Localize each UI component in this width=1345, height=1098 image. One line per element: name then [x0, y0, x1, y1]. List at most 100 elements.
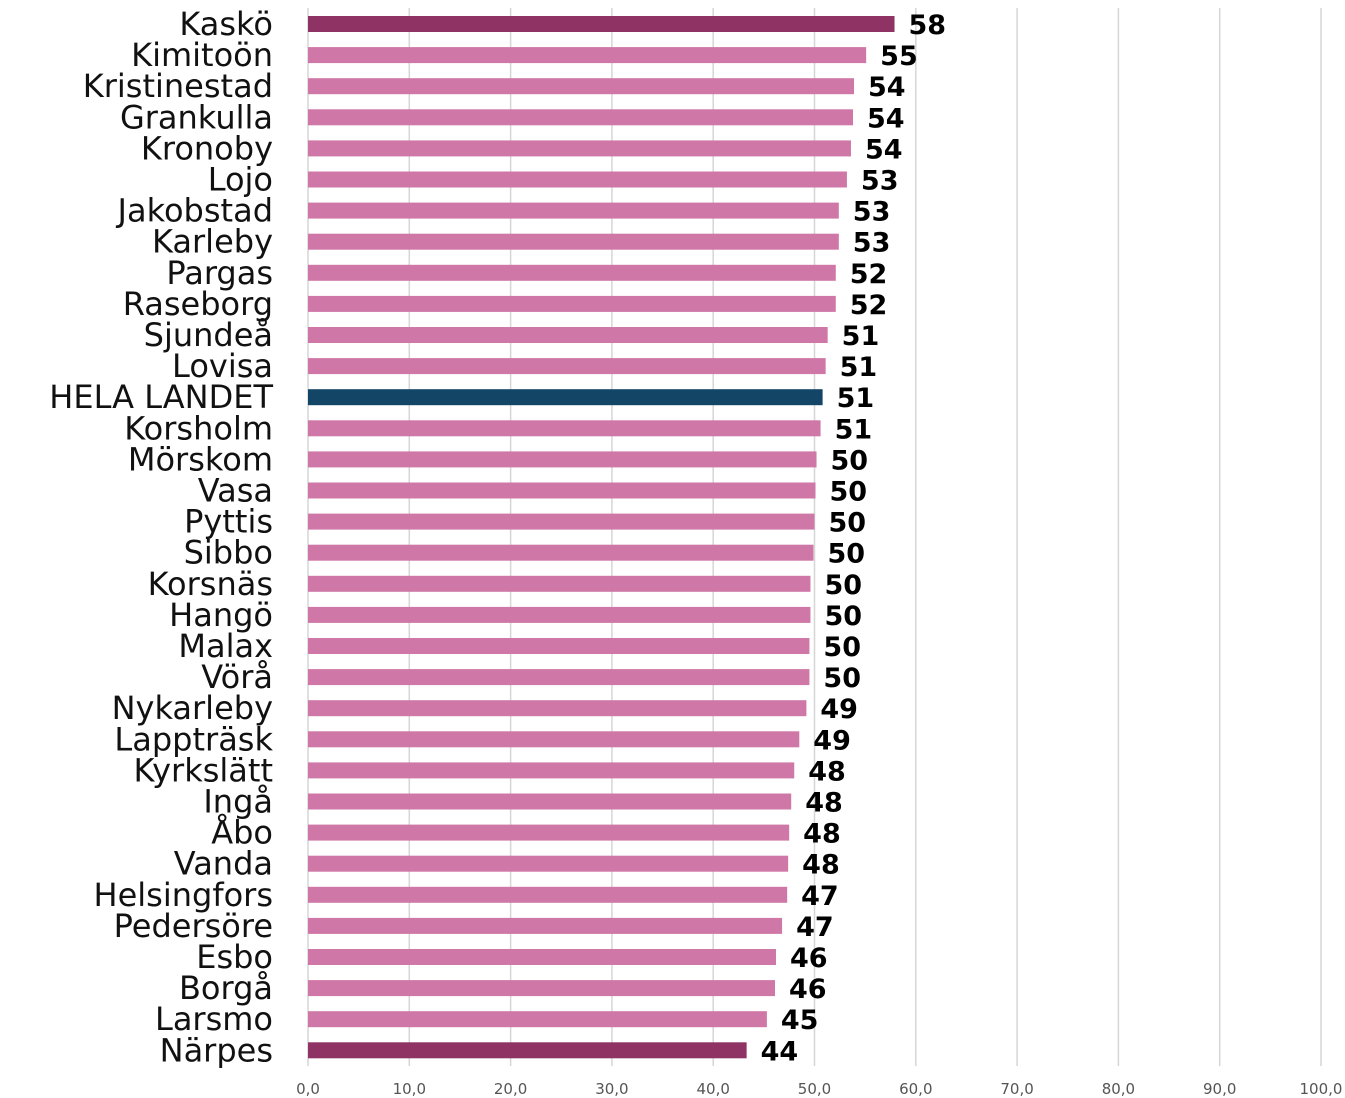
- bar: [308, 513, 815, 530]
- bar: [308, 389, 823, 406]
- bar: [308, 762, 795, 779]
- x-tick-label: 90,0: [1203, 1080, 1236, 1098]
- data-label: 51: [840, 352, 878, 383]
- bar: [308, 638, 810, 654]
- x-tick-label: 20,0: [494, 1080, 527, 1098]
- data-label: 48: [802, 850, 840, 881]
- data-label: 47: [796, 912, 834, 943]
- bar: [308, 949, 777, 965]
- category-label: Karleby: [152, 223, 273, 261]
- x-tick-label: 50,0: [798, 1080, 831, 1098]
- bar: [308, 544, 814, 561]
- x-tick-label: 80,0: [1102, 1080, 1135, 1098]
- bar: [308, 886, 788, 903]
- bar: [308, 109, 853, 126]
- data-label: 44: [761, 1036, 799, 1067]
- category-label: Närpes: [160, 1031, 273, 1069]
- category-label: Korsholm: [124, 409, 273, 447]
- category-labels: KasköKimitoönKristinestadGrankullaKronob…: [49, 5, 273, 1069]
- data-label: 50: [824, 601, 862, 632]
- category-label: Borgå: [179, 969, 273, 1007]
- bar: [308, 358, 826, 375]
- data-label: 55: [880, 41, 918, 72]
- data-label: 46: [790, 943, 828, 974]
- data-label: 45: [781, 1005, 819, 1036]
- category-label: Korsnäs: [148, 565, 273, 603]
- bar: [308, 575, 811, 592]
- category-label: Vasa: [198, 472, 273, 510]
- bar: [308, 917, 783, 934]
- x-tick-label: 10,0: [393, 1080, 426, 1098]
- category-label: Lappträsk: [114, 720, 273, 758]
- category-label: HELA LANDET: [49, 378, 273, 416]
- category-label: Nykarleby: [112, 689, 273, 727]
- bar: [308, 793, 792, 810]
- data-label: 51: [837, 383, 875, 414]
- category-label: Kronoby: [141, 129, 273, 167]
- bar: [308, 824, 790, 841]
- category-label: Lovisa: [172, 347, 273, 385]
- x-tick-label: 40,0: [696, 1080, 729, 1098]
- data-label: 48: [805, 788, 843, 819]
- data-label: 50: [827, 539, 865, 570]
- data-label: 52: [850, 259, 888, 290]
- bar: [308, 233, 839, 250]
- bar: [308, 1011, 767, 1028]
- category-label: Grankulla: [120, 98, 273, 136]
- x-tick-label: 30,0: [595, 1080, 628, 1098]
- data-label: 48: [808, 756, 846, 787]
- bar: [308, 47, 867, 64]
- bar: [308, 202, 839, 219]
- bar: [308, 855, 789, 872]
- bar: [308, 78, 855, 95]
- category-label: Hangö: [169, 596, 273, 634]
- category-label: Vörå: [201, 658, 273, 696]
- x-axis-tick-labels: 0,0 10,0 20,0 30,0 40,0 50,0 60,0 70,0 80,0 90,0 1…: [296, 1080, 1342, 1098]
- category-label: Raseborg: [123, 285, 273, 323]
- data-label: 48: [803, 819, 841, 850]
- bar: [308, 295, 836, 312]
- bar: [308, 171, 847, 188]
- data-label: 49: [813, 725, 851, 756]
- data-label: 53: [853, 197, 891, 228]
- category-label: Ingå: [203, 783, 273, 821]
- data-label: 51: [835, 414, 873, 445]
- bar: [308, 669, 810, 686]
- data-label: 52: [850, 290, 888, 321]
- category-label: Kimitoön: [131, 36, 273, 74]
- category-label: Larsmo: [155, 1000, 273, 1038]
- bar: [308, 420, 821, 437]
- data-label: 50: [831, 445, 869, 476]
- bar: [308, 731, 800, 748]
- data-label: 54: [867, 103, 905, 134]
- category-label: Pyttis: [184, 503, 273, 541]
- data-label: 49: [820, 694, 858, 725]
- data-label: 50: [829, 508, 867, 539]
- category-label: Sjundeå: [144, 316, 273, 354]
- category-label: Sibbo: [184, 534, 273, 572]
- data-label: 51: [842, 321, 880, 352]
- category-label: Kaskö: [179, 5, 273, 43]
- category-label: Vanda: [174, 845, 273, 883]
- bar: [308, 482, 816, 499]
- data-label: 47: [801, 881, 839, 912]
- bar: [308, 327, 828, 343]
- category-label: Esbo: [196, 938, 273, 976]
- data-label: 50: [823, 663, 861, 694]
- category-label: Helsingfors: [94, 876, 273, 914]
- x-tick-label: 0,0: [296, 1080, 320, 1098]
- data-label: 58: [909, 10, 947, 41]
- category-label: Jakobstad: [116, 192, 273, 230]
- data-label: 54: [865, 134, 903, 165]
- data-label: 50: [823, 632, 861, 663]
- x-tick-label: 70,0: [1000, 1080, 1033, 1098]
- bar: [308, 1042, 747, 1059]
- bar: [308, 140, 851, 157]
- category-label: Mörskom: [128, 440, 273, 478]
- bar: [308, 264, 836, 281]
- data-label: 53: [861, 166, 899, 197]
- category-label: Pargas: [166, 254, 273, 292]
- data-label: 46: [789, 974, 827, 1005]
- bar: [308, 451, 817, 468]
- x-tick-label: 100,0: [1300, 1080, 1343, 1098]
